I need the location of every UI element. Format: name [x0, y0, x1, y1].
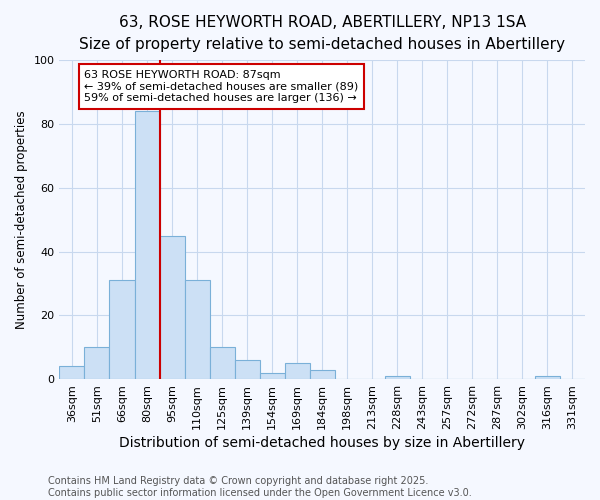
Text: Contains HM Land Registry data © Crown copyright and database right 2025.
Contai: Contains HM Land Registry data © Crown c… — [48, 476, 472, 498]
Bar — [85, 347, 109, 379]
Title: 63, ROSE HEYWORTH ROAD, ABERTILLERY, NP13 1SA
Size of property relative to semi-: 63, ROSE HEYWORTH ROAD, ABERTILLERY, NP1… — [79, 15, 565, 52]
Bar — [235, 360, 260, 379]
X-axis label: Distribution of semi-detached houses by size in Abertillery: Distribution of semi-detached houses by … — [119, 436, 525, 450]
Bar — [310, 370, 335, 379]
Y-axis label: Number of semi-detached properties: Number of semi-detached properties — [15, 110, 28, 329]
Bar — [209, 347, 235, 379]
Bar — [535, 376, 560, 379]
Bar — [109, 280, 134, 379]
Bar — [160, 236, 185, 379]
Bar — [385, 376, 410, 379]
Text: 63 ROSE HEYWORTH ROAD: 87sqm
← 39% of semi-detached houses are smaller (89)
59% : 63 ROSE HEYWORTH ROAD: 87sqm ← 39% of se… — [85, 70, 359, 103]
Bar — [59, 366, 85, 379]
Bar — [284, 363, 310, 379]
Bar — [185, 280, 209, 379]
Bar — [260, 372, 284, 379]
Bar — [134, 112, 160, 379]
